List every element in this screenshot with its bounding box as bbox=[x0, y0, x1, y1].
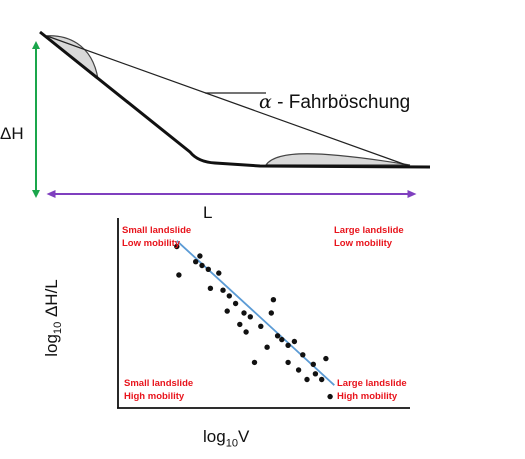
quadrant-label-bottom-right: Large landslide High mobility bbox=[337, 377, 407, 403]
scatter-point bbox=[193, 259, 199, 265]
scatter-point bbox=[300, 352, 306, 358]
scatter-point bbox=[310, 361, 316, 367]
scatter-point bbox=[207, 285, 214, 291]
scatter-point bbox=[279, 336, 285, 343]
scatter-point bbox=[268, 310, 274, 316]
x-axis-label-prefix: log bbox=[203, 427, 226, 446]
scatter-point bbox=[199, 262, 205, 269]
quadrant-top-right-line1: Large landslide bbox=[334, 225, 404, 236]
x-axis-label-sub: 10 bbox=[225, 437, 238, 450]
lower-deposit-shape bbox=[264, 153, 411, 166]
quadrant-top-right-line2: Low mobility bbox=[334, 238, 393, 249]
scatter-point bbox=[197, 253, 203, 259]
y-axis-label-prefix: log bbox=[41, 334, 61, 357]
scatter-point bbox=[291, 338, 298, 345]
scatter-point bbox=[319, 376, 325, 383]
travel-angle-line bbox=[46, 35, 410, 167]
scatter-point bbox=[312, 371, 319, 377]
scatter-point bbox=[274, 333, 281, 339]
slope-profile bbox=[39, 30, 431, 169]
scatter-point bbox=[251, 359, 258, 366]
scatter-point bbox=[237, 321, 243, 328]
scatter-point bbox=[216, 270, 222, 276]
alpha-symbol: α bbox=[259, 91, 272, 113]
quadrant-bottom-left-line2: High mobility bbox=[124, 391, 185, 402]
scatter-point bbox=[258, 323, 264, 329]
scatter-points bbox=[174, 243, 333, 400]
height-label: ΔH bbox=[0, 124, 24, 143]
alpha-label: α - Fahrböschung bbox=[259, 91, 410, 114]
scatter-point bbox=[224, 308, 230, 314]
y-axis-label: log10 ΔH/L bbox=[42, 279, 64, 357]
scatter-point bbox=[270, 297, 277, 303]
y-axis-label-sub: 10 bbox=[52, 321, 65, 335]
scatter-point bbox=[174, 243, 180, 250]
scatter-point bbox=[241, 310, 247, 316]
scatter-point bbox=[176, 272, 182, 278]
scatter-point bbox=[247, 314, 253, 320]
scatter-point bbox=[323, 355, 329, 362]
scatter-point bbox=[327, 393, 333, 400]
scatter-point bbox=[285, 359, 291, 366]
chart-axes bbox=[117, 218, 410, 409]
quadrant-label-bottom-left: Small landslide High mobility bbox=[124, 377, 193, 403]
alpha-text: - Fahrböschung bbox=[277, 92, 411, 113]
scatter-point bbox=[205, 266, 211, 272]
scatter-point bbox=[243, 329, 249, 335]
quadrant-bottom-right-line2: High mobility bbox=[337, 391, 398, 402]
scatter-point bbox=[232, 300, 239, 307]
y-axis-label-suffix: ΔH/L bbox=[41, 279, 61, 322]
length-label: L bbox=[203, 203, 213, 222]
quadrant-label-top-right: Large landslide Low mobility bbox=[334, 224, 404, 250]
scatter-point bbox=[295, 367, 302, 373]
quadrant-label-top-left: Small landslide Low mobility bbox=[122, 224, 191, 250]
scatter-point bbox=[304, 376, 310, 383]
quadrant-bottom-left-line1: Small landslide bbox=[124, 378, 194, 389]
scatter-point bbox=[285, 342, 291, 348]
quadrant-top-left-line1: Small landslide bbox=[122, 225, 192, 236]
x-axis-label: log10V bbox=[203, 427, 249, 449]
scatter-point bbox=[226, 293, 232, 299]
scatter-point bbox=[264, 344, 270, 350]
x-axis-label-suffix: V bbox=[237, 427, 250, 446]
scatter-point bbox=[220, 287, 226, 293]
quadrant-bottom-right-line1: Large landslide bbox=[337, 378, 407, 389]
quadrant-top-left-line2: Low mobility bbox=[122, 238, 181, 249]
